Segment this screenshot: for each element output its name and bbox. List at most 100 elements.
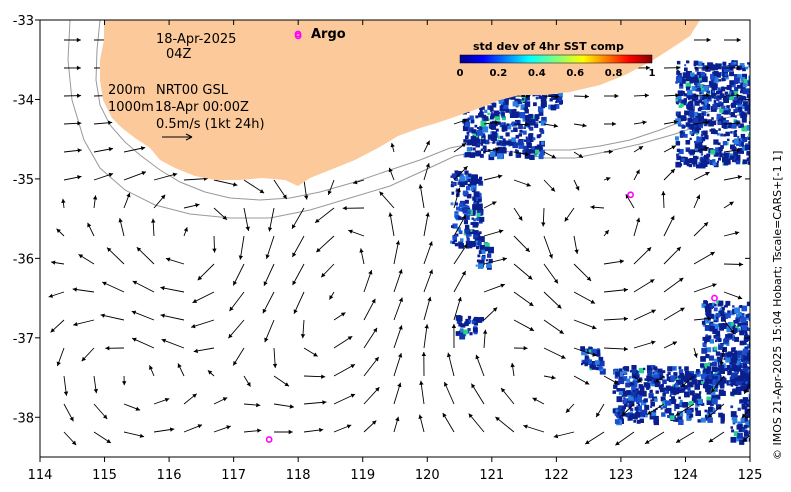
sst-cell (737, 312, 742, 316)
y-tick-label: -33 (13, 14, 34, 29)
current-vector (300, 319, 306, 339)
sst-cell (487, 253, 492, 258)
sst-cell (459, 176, 465, 182)
sst-cell (617, 411, 620, 415)
sst-cell (454, 211, 459, 216)
sst-cell (516, 150, 519, 153)
sst-cell (700, 356, 706, 362)
sst-cell (703, 94, 708, 100)
sst-cell (701, 347, 708, 354)
sst-cell (536, 134, 541, 139)
sst-cell (682, 124, 685, 127)
sst-cell (650, 406, 653, 408)
sst-cell (675, 141, 680, 146)
sst-cell (654, 371, 658, 375)
colorbar (459, 54, 653, 64)
sst-cell (740, 82, 745, 88)
current-vector (723, 262, 744, 267)
sst-cell (730, 357, 737, 364)
current-vector (93, 431, 112, 444)
sst-cell (667, 414, 671, 418)
sst-cell (510, 94, 516, 100)
sst-cell (720, 72, 724, 76)
sst-cell (714, 371, 718, 374)
sst-cell (667, 367, 670, 371)
sst-cell (700, 86, 704, 90)
sst-cell (742, 381, 746, 385)
sst-cell (660, 396, 666, 402)
x-tick-label: 117 (221, 468, 246, 483)
sst-cell (684, 366, 689, 371)
current-vector (263, 263, 275, 286)
sst-cell (689, 158, 694, 162)
sst-cell (624, 372, 628, 375)
sst-cell (732, 352, 738, 359)
sst-cell (722, 141, 728, 146)
sst-cell (473, 129, 477, 133)
current-vector (81, 347, 95, 362)
sst-cell (479, 317, 484, 322)
sst-cell (720, 316, 726, 322)
sst-cell (533, 117, 537, 122)
current-vector (423, 296, 432, 321)
sst-cell (726, 326, 733, 333)
sst-cell (730, 436, 737, 443)
current-vector (63, 375, 69, 396)
sst-cell (747, 413, 750, 416)
argo-legend-label: Argo (311, 27, 346, 42)
sst-cell (582, 360, 587, 365)
sst-cell (747, 401, 750, 404)
sst-cell (748, 318, 750, 322)
current-vector (754, 320, 760, 339)
sst-cell (675, 384, 679, 388)
sst-cell (464, 121, 471, 127)
sst-cell (742, 83, 747, 88)
current-vector (50, 319, 65, 333)
sst-cell (622, 370, 626, 374)
sst-cell (529, 154, 535, 160)
sst-cell (471, 319, 477, 325)
sst-cell (631, 373, 638, 379)
sst-cell (686, 76, 691, 82)
sst-cell (680, 388, 685, 393)
sst-cell (735, 381, 739, 385)
sst-cell (450, 175, 453, 178)
sst-cell (721, 323, 728, 329)
sst-cell (731, 363, 736, 368)
sst-cell (623, 401, 626, 404)
sst-cell (618, 378, 625, 385)
sst-cell (702, 130, 708, 136)
sst-cell (688, 150, 692, 154)
sst-cell (522, 151, 527, 155)
current-vector (663, 246, 682, 265)
current-vector (663, 277, 684, 293)
sst-cell (551, 95, 554, 99)
sst-cell (708, 355, 715, 361)
sst-cell (465, 135, 469, 139)
sst-cell (581, 363, 584, 366)
current-vector (51, 260, 65, 265)
current-vector (675, 403, 695, 417)
sst-cell (596, 364, 599, 367)
sst-cell (712, 329, 718, 334)
current-vector (565, 403, 575, 414)
sst-cell (535, 149, 540, 154)
current-vector (742, 434, 750, 443)
sst-cell (718, 128, 721, 131)
sst-cell (692, 76, 698, 83)
x-tick-label: 124 (673, 468, 698, 483)
argo-legend-marker (294, 30, 302, 38)
sst-cell (508, 144, 511, 147)
sst-cell (705, 334, 708, 337)
sst-cell (631, 365, 637, 371)
sst-cell (697, 61, 703, 67)
current-vector (680, 375, 695, 388)
sst-cell (712, 361, 717, 367)
current-vector (693, 65, 711, 70)
sst-cell (747, 80, 750, 87)
sst-cell (688, 163, 693, 168)
sst-cell (747, 136, 750, 141)
sst-cell (713, 323, 719, 329)
sst-cell (673, 388, 680, 394)
